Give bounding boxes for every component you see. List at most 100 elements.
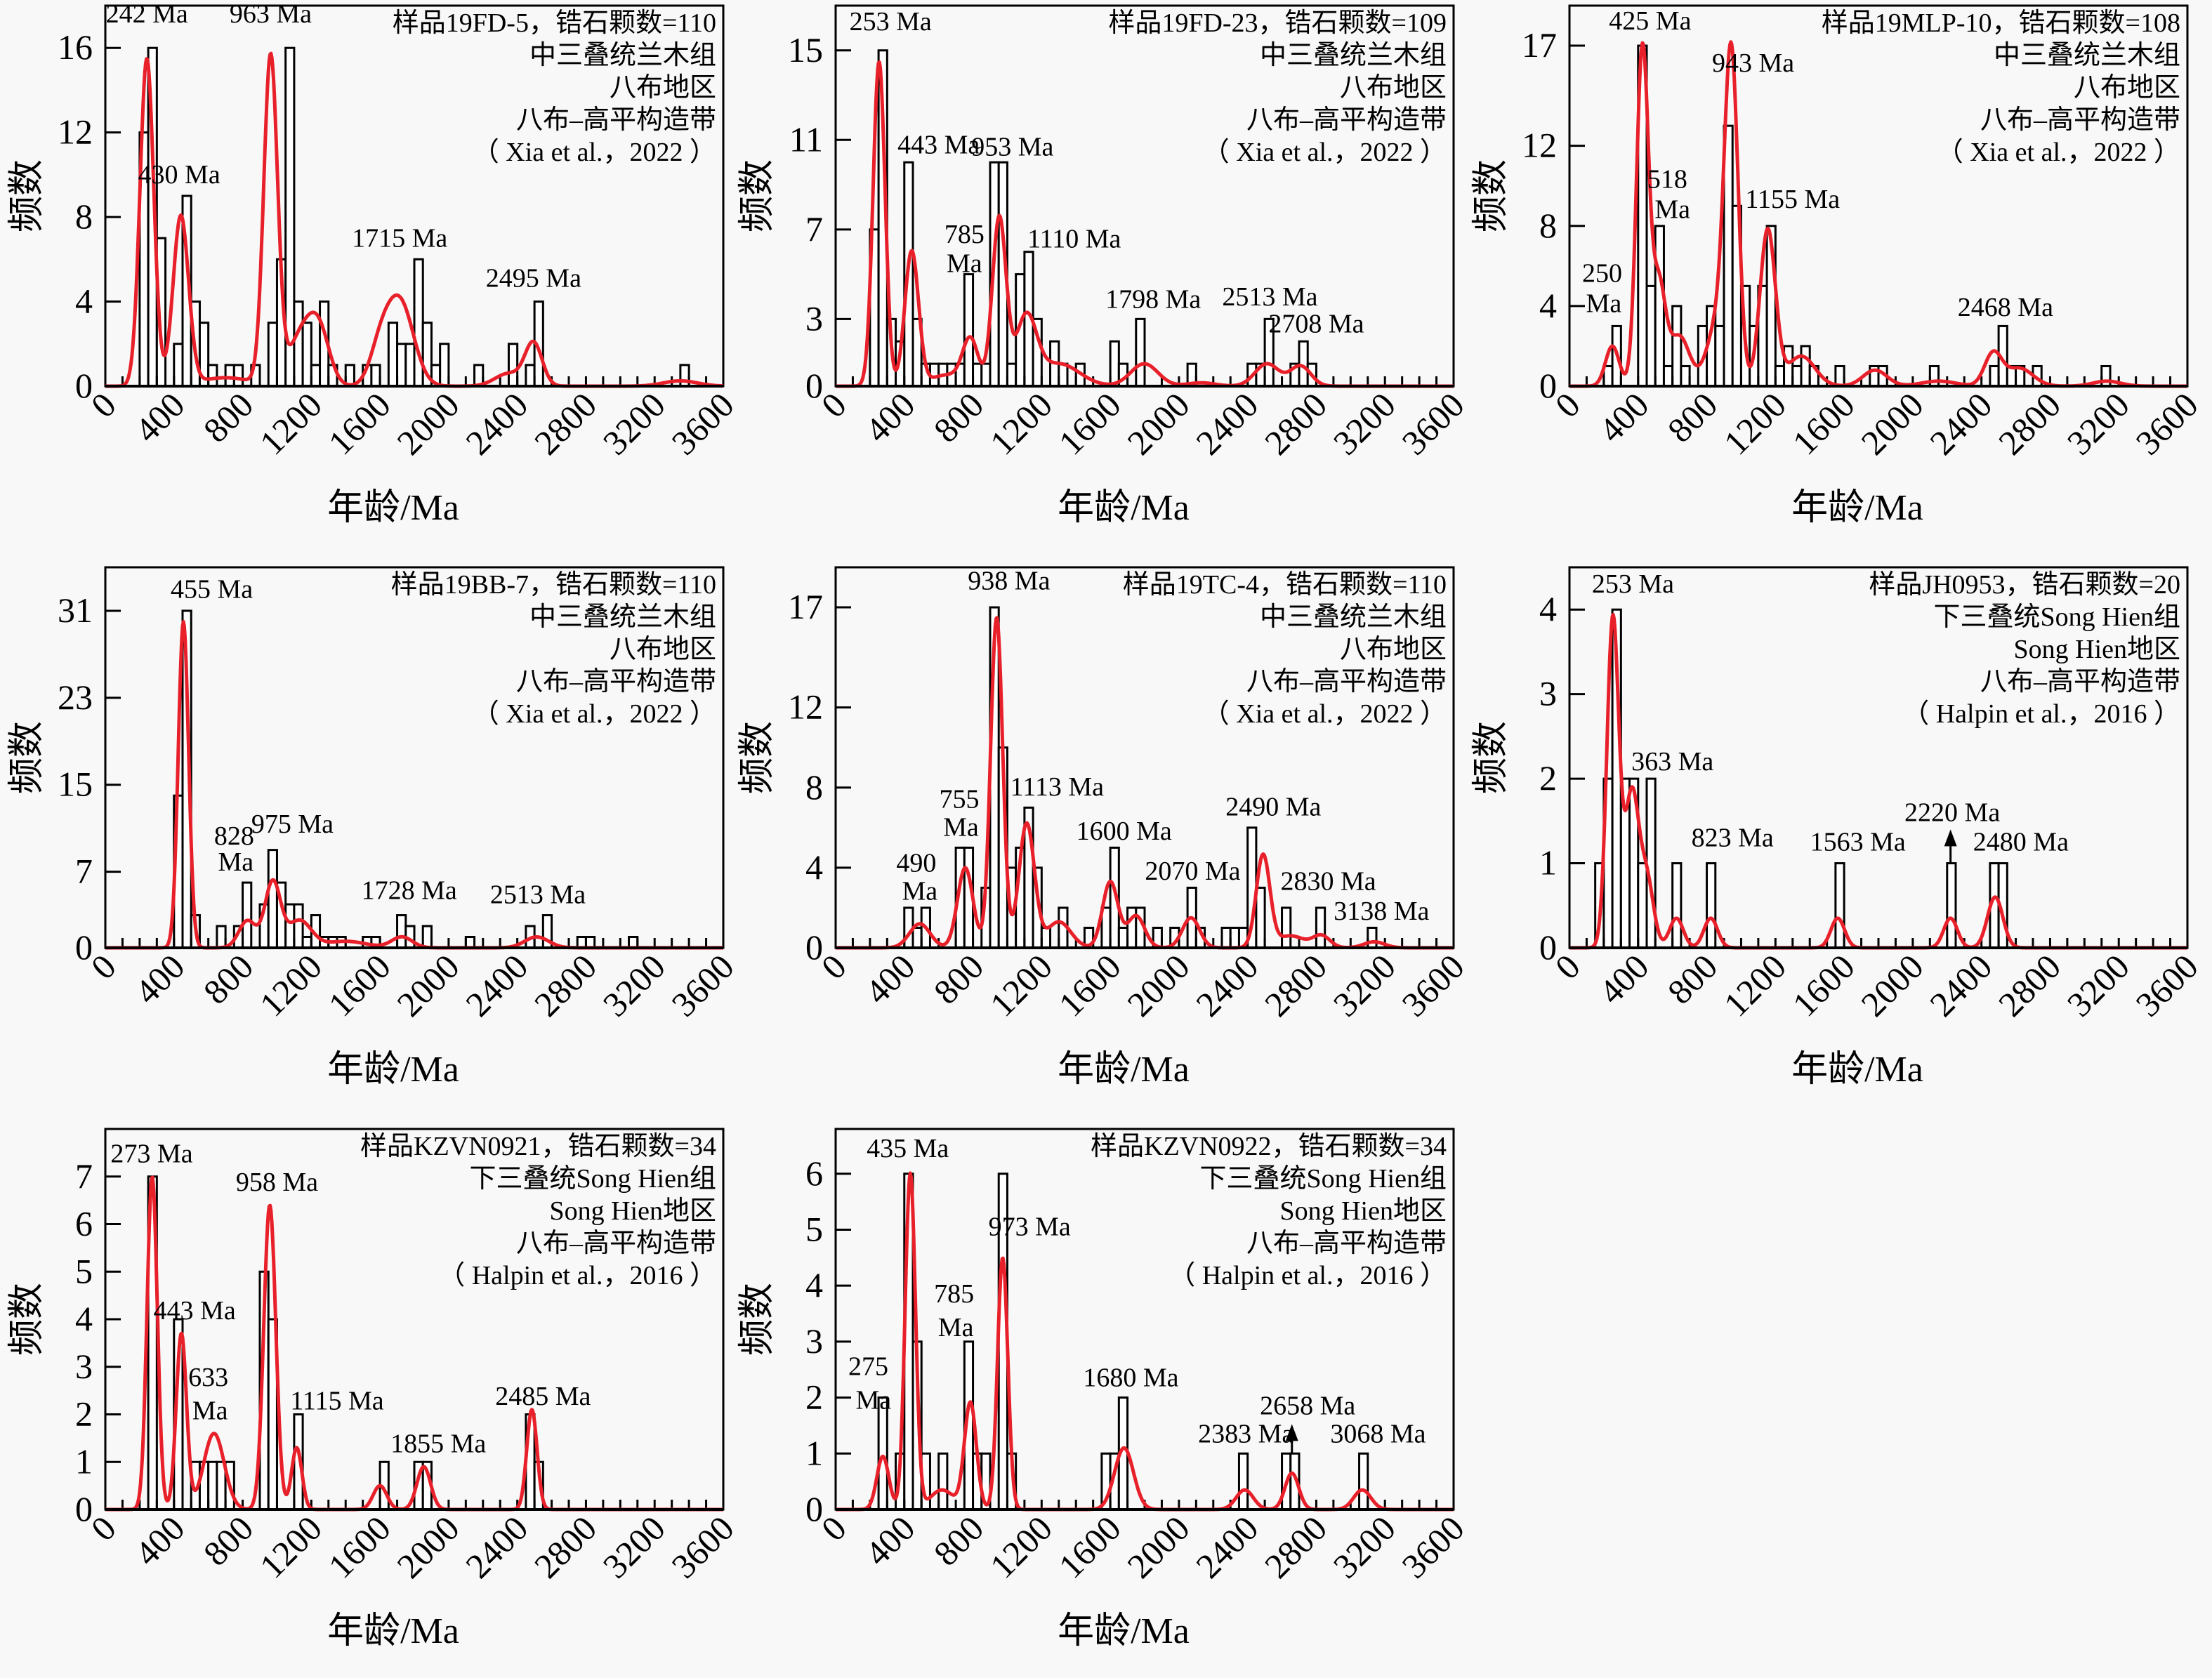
y-tick-label: 2 xyxy=(1539,758,1557,798)
sample-info-line: 八布–高平构造带 xyxy=(515,667,716,696)
peak-age-label: Ma xyxy=(192,1396,228,1425)
x-tick-label: 2400 xyxy=(1922,946,1999,1024)
y-tick-label: 15 xyxy=(58,765,93,804)
y-tick-label: 16 xyxy=(58,27,93,67)
chart-panel-19BB-7: 0 7 15 23 31 0 400 800 1200 1600 2000 2400 2800 3200 3… xyxy=(0,562,742,1116)
sample-title: 样品19MLP-10，锆石颗数=108 xyxy=(1821,8,2180,38)
x-tick-label: 2400 xyxy=(458,946,535,1024)
sample-info-line: 八布–高平构造带 xyxy=(1246,105,1447,135)
x-tick-label: 3200 xyxy=(595,385,673,462)
x-tick-label: 1600 xyxy=(1051,946,1128,1024)
x-tick-label: 2000 xyxy=(1119,1508,1197,1585)
sample-info-line: （ Xia et al.，2022 ） xyxy=(1202,699,1447,729)
peak-age-label: 963 Ma xyxy=(230,0,312,29)
x-tick-label: 3600 xyxy=(1394,946,1471,1024)
histogram-bar xyxy=(1800,345,1811,388)
y-tick-label: 0 xyxy=(75,927,93,967)
histogram-bar xyxy=(1671,862,1683,949)
peak-age-label: 1110 Ma xyxy=(1027,224,1121,253)
x-tick-label: 2000 xyxy=(1853,946,1930,1024)
y-tick-label: 15 xyxy=(788,30,823,70)
histogram-bar xyxy=(301,936,312,949)
peak-age-label: 425 Ma xyxy=(1609,6,1691,36)
sample-info-line: （ Halpin et al.，2016 ） xyxy=(1902,699,2180,729)
y-tick-label: 4 xyxy=(805,847,823,887)
y-axis-label: 频数 xyxy=(1471,159,1511,232)
arrow-up-icon xyxy=(1944,829,1957,847)
histogram-bar xyxy=(1229,926,1240,949)
y-tick-label: 3 xyxy=(75,1347,93,1386)
peak-age-label: 1600 Ma xyxy=(1077,817,1172,846)
peak-age-label: 828 xyxy=(214,821,254,851)
sample-info-line: 下三叠统Song Hien组 xyxy=(1199,1164,1447,1194)
sample-info-line: 下三叠统Song Hien组 xyxy=(469,1164,716,1194)
peak-age-label: 1563 Ma xyxy=(1810,827,1906,857)
sample-info-line: 八布–高平构造带 xyxy=(515,1229,716,1258)
peak-age-label: 755 xyxy=(940,784,980,814)
y-tick-label: 12 xyxy=(788,687,823,727)
x-tick-label: 400 xyxy=(127,385,192,450)
peak-age-label: 435 Ma xyxy=(867,1134,949,1163)
x-tick-label: 2800 xyxy=(1257,946,1334,1024)
x-tick-label: 2000 xyxy=(1119,385,1197,462)
sample-info-line: 中三叠统兰木组 xyxy=(529,41,716,70)
histogram-bar xyxy=(1946,862,1957,949)
x-tick-label: 1200 xyxy=(982,1508,1060,1585)
x-tick-label: 800 xyxy=(1660,946,1725,1012)
x-tick-label: 1200 xyxy=(982,385,1060,462)
histogram-bar xyxy=(396,343,407,388)
peak-age-label: Ma xyxy=(947,249,982,278)
y-tick-label: 0 xyxy=(805,1489,823,1528)
x-tick-label: 2800 xyxy=(527,1508,604,1585)
y-tick-label: 4 xyxy=(75,282,93,321)
x-tick-label: 800 xyxy=(1660,385,1725,450)
histogram-bar xyxy=(232,364,244,388)
histogram-bar xyxy=(1989,364,2000,388)
sample-annotation: 样品KZVN0921，锆石颗数=34 下三叠统Song Hien组 Song Hie… xyxy=(360,1130,716,1292)
x-axis-label: 年龄/Ma xyxy=(327,1050,459,1090)
chart-panel-19FD-23: 0 3 7 11 15 0 400 800 1200 1600 2000 2400 2800 3200 36… xyxy=(730,0,1472,555)
y-tick-label: 4 xyxy=(75,1299,93,1338)
peak-age-label: 1113 Ma xyxy=(1010,772,1104,802)
peak-age-label: 253 Ma xyxy=(850,7,932,37)
plot-frame xyxy=(834,1128,1455,1511)
peak-age-label: 1155 Ma xyxy=(1745,185,1840,214)
x-tick-label: 1600 xyxy=(1785,385,1862,462)
y-tick-label: 1 xyxy=(75,1441,93,1481)
histogram-bar xyxy=(267,322,278,388)
y-tick-label: 6 xyxy=(75,1204,93,1243)
histogram-bar xyxy=(1126,906,1138,949)
histogram-bar xyxy=(267,849,278,949)
y-tick-label: 12 xyxy=(58,112,93,152)
peak-age-label: 2513 Ma xyxy=(490,880,586,910)
peak-age-label: 943 Ma xyxy=(1712,48,1794,78)
histogram-bar xyxy=(439,343,450,388)
x-tick-label: 1200 xyxy=(252,1508,329,1585)
peak-age-label: 1855 Ma xyxy=(390,1429,486,1459)
y-tick-label: 17 xyxy=(788,587,823,626)
histogram-bar xyxy=(207,364,218,388)
y-tick-label: 0 xyxy=(805,366,823,405)
sample-info-line: 八布–高平构造带 xyxy=(1246,667,1447,696)
y-tick-label: 7 xyxy=(75,852,93,891)
sample-annotation: 样品19FD-23，锆石颗数=109 中三叠统兰木组 八布地区 八布–高平构造带 （ X… xyxy=(1108,7,1447,169)
x-tick-label: 800 xyxy=(196,385,261,450)
y-tick-label: 0 xyxy=(1539,927,1557,967)
plot-frame xyxy=(104,566,725,949)
sample-info-line: Song Hien地区 xyxy=(2013,635,2180,664)
histogram-bar xyxy=(1117,926,1129,949)
x-tick-label: 800 xyxy=(926,385,992,450)
sample-info-line: 八布地区 xyxy=(1339,635,1447,664)
peak-age-label: 1728 Ma xyxy=(362,876,457,905)
peak-age-label: 242 Ma xyxy=(106,0,188,29)
x-tick-label: 2800 xyxy=(1257,385,1334,462)
y-tick-label: 8 xyxy=(75,197,93,236)
sample-info-line: 中三叠统兰木组 xyxy=(1259,602,1447,632)
x-tick-label: 2400 xyxy=(1188,1508,1265,1585)
y-tick-label: 2 xyxy=(805,1378,823,1417)
x-tick-label: 1600 xyxy=(1785,946,1862,1024)
histogram-bar xyxy=(1367,926,1378,949)
